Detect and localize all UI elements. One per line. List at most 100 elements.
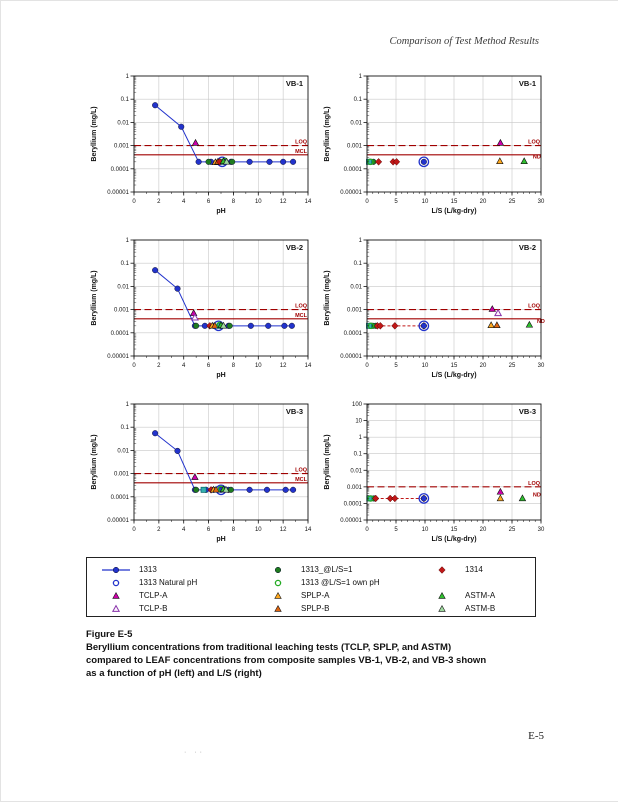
legend-column: 1314 ASTM-A ASTM-B [425, 563, 529, 616]
svg-text:L/S (L/kg-dry): L/S (L/kg-dry) [431, 536, 476, 543]
svg-text:1: 1 [359, 238, 363, 244]
legend-item-tclp-a: TCLP-A [99, 589, 261, 602]
svg-text:ND: ND [533, 154, 541, 160]
figure-caption-line: compared to LEAF concentrations from com… [86, 655, 487, 666]
svg-text:10: 10 [422, 363, 429, 369]
chart-vb2-ph: LOQ MCL 0 2 4 6 8 10 12 14 0.00001 0.0001 0.001 0.01 0… [91, 238, 312, 379]
legend-item-1313-l-s-1: 1313_@L/S=1 [261, 563, 425, 576]
legend-item-splp-b: SPLP-B [261, 602, 425, 615]
svg-text:1: 1 [359, 435, 363, 441]
svg-text:0: 0 [365, 199, 369, 205]
svg-text:25: 25 [509, 199, 516, 205]
triangle-marker-icon [438, 591, 446, 599]
svg-text:0.00001: 0.00001 [107, 190, 129, 196]
svg-text:14: 14 [305, 199, 312, 205]
svg-text:0.1: 0.1 [354, 261, 363, 267]
svg-text:0.1: 0.1 [354, 97, 363, 103]
svg-text:LOQ: LOQ [295, 304, 308, 310]
svg-text:0: 0 [132, 199, 136, 205]
svg-text:8: 8 [232, 199, 236, 205]
figure-caption-line: Beryllium concentrations from traditiona… [86, 642, 452, 653]
figure-grid: LOQ MCL 0 2 4 6 8 10 12 14 0.00001 0.0001 0.001 0.01 0… [86, 64, 552, 556]
figure-caption-line: as a function of pH (left) and L/S (righ… [86, 668, 262, 679]
svg-text:0.001: 0.001 [114, 144, 130, 150]
legend-item-1314: 1314 [425, 563, 529, 576]
svg-text:2: 2 [157, 363, 161, 369]
legend-item-astm-b: ASTM-B [425, 602, 529, 615]
svg-text:VB-3: VB-3 [519, 407, 536, 416]
svg-text:0.00001: 0.00001 [107, 354, 129, 360]
svg-text:2: 2 [157, 199, 161, 205]
chart-cell-vb1-ph: LOQ MCL 0 2 4 6 8 10 12 14 0.00001 0.0001 0.001 0.01 0… [86, 64, 316, 227]
svg-text:L/S (L/kg-dry): L/S (L/kg-dry) [431, 372, 476, 379]
legend-label: ASTM-A [465, 590, 496, 600]
svg-text:Beryllium (mg/L): Beryllium (mg/L) [324, 270, 331, 325]
legend-label: TCLP-A [139, 590, 168, 600]
svg-text:20: 20 [480, 199, 487, 205]
svg-text:0.1: 0.1 [121, 97, 130, 103]
svg-text:12: 12 [280, 199, 287, 205]
svg-text:8: 8 [232, 363, 236, 369]
legend-item-1313-natural-ph: 1313 Natural pH [99, 576, 261, 589]
svg-text:0.00001: 0.00001 [340, 518, 362, 524]
svg-text:VB-2: VB-2 [519, 243, 536, 252]
legend-label: 1313 @L/S=1 own pH [301, 577, 380, 587]
svg-text:25: 25 [509, 363, 516, 369]
legend-label: TCLP-B [139, 603, 168, 613]
svg-text:1: 1 [126, 238, 130, 244]
chart-vb1-ph: LOQ MCL 0 2 4 6 8 10 12 14 0.00001 0.0001 0.001 0.01 0… [91, 74, 312, 215]
chart-vb3-ls: LOQ ND 0 5 10 15 20 25 30 0.00001 0.0001 0.001 0.01 0… [324, 402, 545, 543]
svg-text:Beryllium (mg/L): Beryllium (mg/L) [324, 106, 331, 161]
svg-text:10: 10 [422, 199, 429, 205]
svg-text:20: 20 [480, 527, 487, 533]
svg-text:0.1: 0.1 [121, 425, 130, 431]
svg-text:0.01: 0.01 [350, 120, 362, 126]
svg-text:6: 6 [207, 199, 211, 205]
svg-text:12: 12 [280, 363, 287, 369]
svg-text:0.0001: 0.0001 [344, 331, 363, 337]
svg-text:0.001: 0.001 [114, 308, 130, 314]
circle-open-marker-icon [112, 579, 120, 586]
print-artifact: · ·· [184, 749, 205, 756]
svg-text:30: 30 [538, 527, 545, 533]
svg-text:0.001: 0.001 [347, 308, 363, 314]
triangle-marker-icon [274, 604, 282, 612]
svg-text:14: 14 [305, 527, 312, 533]
svg-text:ND: ND [533, 493, 541, 499]
svg-text:1: 1 [359, 74, 363, 80]
svg-text:10: 10 [255, 363, 262, 369]
chart-cell-vb1-ls: LOQ ND 0 5 10 15 20 25 30 0.00001 0.0001 0.001 0.01 0… [319, 64, 549, 227]
svg-text:15: 15 [451, 199, 458, 205]
svg-text:10: 10 [355, 419, 362, 425]
circle-marker-icon [274, 566, 282, 573]
svg-text:pH: pH [216, 372, 225, 379]
svg-text:Beryllium (mg/L): Beryllium (mg/L) [91, 270, 98, 325]
svg-text:pH: pH [216, 208, 225, 215]
svg-text:14: 14 [305, 363, 312, 369]
svg-text:Beryllium (mg/L): Beryllium (mg/L) [91, 434, 98, 489]
svg-text:LOQ: LOQ [295, 140, 308, 146]
svg-text:pH: pH [216, 536, 225, 543]
svg-text:10: 10 [255, 527, 262, 533]
svg-text:MCL: MCL [295, 477, 308, 483]
svg-text:0: 0 [132, 363, 136, 369]
svg-text:20: 20 [480, 363, 487, 369]
chart-vb3-ph: LOQ MCL 0 2 4 6 8 10 12 14 0.00001 0.0001 0.001 0.01 0… [91, 402, 312, 543]
legend-label: SPLP-B [301, 603, 330, 613]
svg-text:0.001: 0.001 [347, 144, 363, 150]
svg-text:0.0001: 0.0001 [344, 167, 363, 173]
figure-caption: Figure E-5 Beryllium concentrations from… [86, 628, 548, 680]
chart-vb1-ls: LOQ ND 0 5 10 15 20 25 30 0.00001 0.0001 0.001 0.01 0… [324, 74, 545, 215]
svg-text:0.0001: 0.0001 [111, 167, 130, 173]
svg-text:12: 12 [280, 527, 287, 533]
svg-text:0.00001: 0.00001 [340, 354, 362, 360]
svg-text:30: 30 [538, 199, 545, 205]
figure-caption-label: Figure E-5 [86, 629, 133, 640]
svg-text:6: 6 [207, 363, 211, 369]
svg-text:6: 6 [207, 527, 211, 533]
svg-text:Beryllium (mg/L): Beryllium (mg/L) [91, 106, 98, 161]
svg-text:LOQ: LOQ [528, 140, 541, 146]
svg-text:0.01: 0.01 [117, 448, 129, 454]
page-number: E-5 [528, 730, 544, 742]
legend-label: 1313 Natural pH [139, 577, 198, 587]
